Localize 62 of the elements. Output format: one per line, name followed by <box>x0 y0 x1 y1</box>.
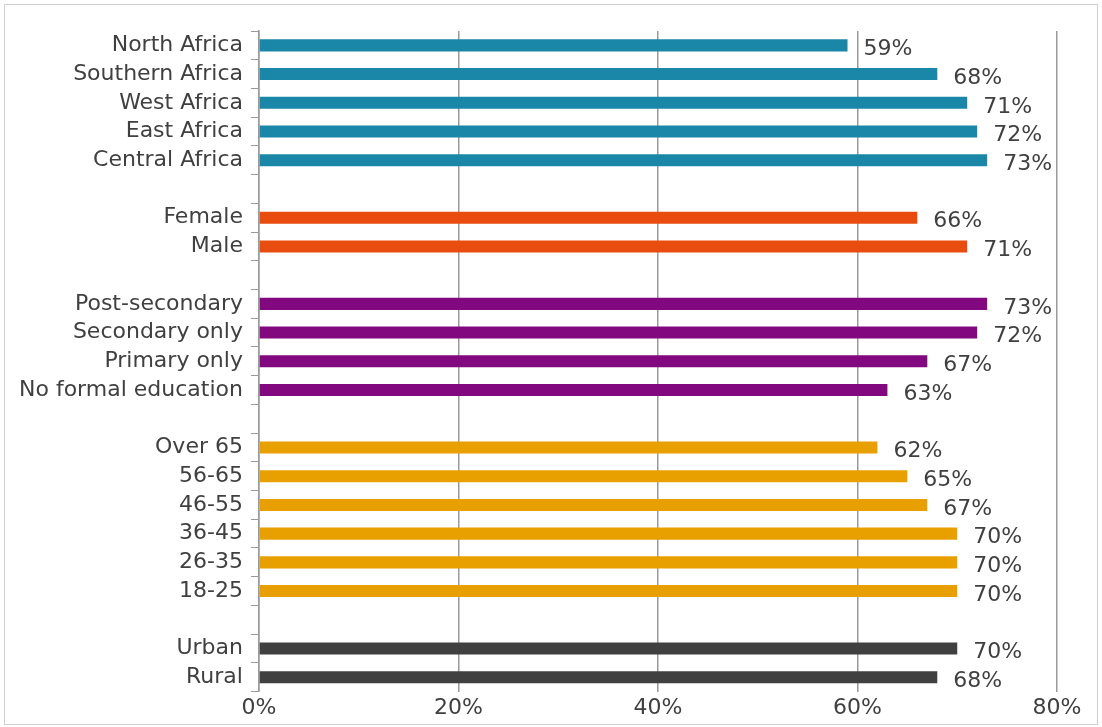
data-label: 71% <box>983 236 1033 262</box>
data-label: 62% <box>893 437 943 463</box>
data-label: 65% <box>923 465 973 491</box>
data-label: 63% <box>903 379 953 405</box>
bar <box>259 441 878 454</box>
data-label: 70% <box>973 523 1023 549</box>
x-tick-label: 20% <box>434 693 483 719</box>
bar <box>259 355 928 368</box>
y-tick-label: Male <box>190 232 243 258</box>
data-label: 67% <box>943 494 993 520</box>
x-tick-label: 80% <box>1032 693 1082 719</box>
y-tick-label: 18-25 <box>179 576 243 602</box>
bar <box>259 671 938 684</box>
data-label: 59% <box>863 35 913 61</box>
y-tick-label: West Africa <box>119 88 243 114</box>
bar <box>259 326 978 339</box>
y-tick-label: Southern Africa <box>73 59 243 85</box>
bar <box>259 125 978 138</box>
data-label: 66% <box>933 207 983 233</box>
y-tick-label: Female <box>163 203 243 229</box>
y-tick-label: 56-65 <box>179 461 243 487</box>
y-tick-label: North Africa <box>111 31 243 57</box>
data-label: 68% <box>953 666 1003 692</box>
y-tick-label: East Africa <box>125 117 243 143</box>
bar <box>259 297 988 310</box>
y-tick-label: 36-45 <box>179 519 243 545</box>
bar <box>259 642 958 655</box>
bar <box>259 154 988 167</box>
data-label: 70% <box>973 638 1023 664</box>
bar <box>259 240 968 253</box>
bar <box>259 383 888 397</box>
bar <box>259 68 938 81</box>
x-tick-label: 60% <box>833 693 882 719</box>
bar <box>259 96 968 109</box>
bar <box>259 585 958 598</box>
y-tick-label: Over 65 <box>155 433 243 459</box>
bar <box>259 39 848 52</box>
data-label: 72% <box>993 322 1043 348</box>
data-label: 68% <box>953 63 1003 89</box>
data-label: 67% <box>943 351 993 377</box>
y-tick-label: Post-secondary <box>74 289 243 315</box>
y-tick-label: Central Africa <box>93 145 243 171</box>
data-label: 72% <box>993 121 1043 147</box>
x-tick-label: 40% <box>633 693 683 719</box>
bar <box>259 498 928 511</box>
bar <box>259 470 908 483</box>
y-tick-label: 26-35 <box>179 548 243 574</box>
y-tick-label: Secondary only <box>72 318 243 344</box>
data-label: 70% <box>973 552 1023 578</box>
x-tick-label: 0% <box>241 693 277 719</box>
y-tick-label: No formal education <box>19 375 243 401</box>
data-label: 73% <box>1003 293 1053 319</box>
y-tick-label: 46-55 <box>179 490 243 516</box>
y-tick-label: Rural <box>186 662 243 688</box>
bar <box>259 556 958 569</box>
y-tick-label: Urban <box>176 634 243 660</box>
data-label: 71% <box>983 92 1033 118</box>
data-label: 73% <box>1003 149 1053 175</box>
bar <box>259 527 958 540</box>
y-tick-label: Primary only <box>104 347 243 373</box>
data-label: 70% <box>973 580 1023 606</box>
bar <box>259 211 918 224</box>
